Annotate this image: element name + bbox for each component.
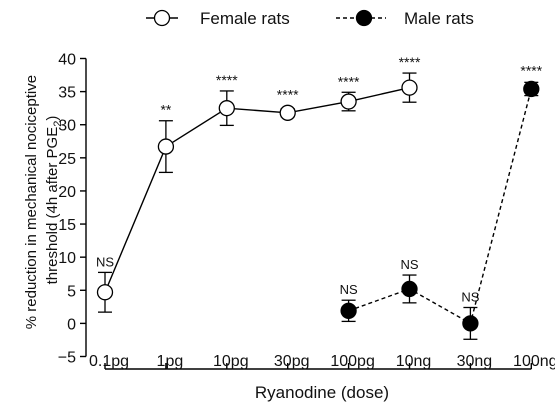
y-tick-label: 40: [58, 52, 76, 69]
data-point: [401, 280, 418, 298]
legend-label: Female rats: [200, 9, 290, 28]
significance-label: ****: [277, 86, 299, 102]
series-layer: [96, 72, 540, 340]
y-tick-label: 35: [58, 85, 76, 102]
significance-label: ****: [520, 62, 542, 78]
x-axis-label: Ryanodine (dose): [255, 383, 389, 402]
data-point: [401, 79, 418, 96]
x-tick-label: 30ng: [457, 353, 493, 370]
significance-label: NS: [340, 282, 358, 297]
significance-label: NS: [461, 289, 479, 304]
x-tick-label: 10ng: [396, 353, 432, 370]
significance-label: **: [160, 102, 171, 118]
legend-entry-female: Female rats: [146, 9, 290, 28]
x-tick-label: 0.1pg: [89, 353, 129, 370]
y-tick-label: 20: [58, 184, 76, 201]
legend-label: Male rats: [404, 9, 474, 28]
y-tick-label: 5: [67, 283, 76, 300]
axes: −5 0 5 10 15 20 25 30 35 40 0.1pg 1pg 10pg 30pg 100pg 1…: [58, 52, 555, 371]
significance-label: ****: [399, 54, 421, 70]
data-point: [340, 93, 357, 110]
x-tick-label: 100ng: [513, 353, 555, 370]
significance-label: ****: [216, 72, 238, 88]
y-tick-label: 30: [58, 118, 76, 135]
data-point: [218, 100, 235, 117]
x-tick-label: 100pg: [330, 353, 375, 370]
data-point: [279, 104, 296, 121]
y-axis-label-line2: threshold (4h after PGE: [44, 127, 61, 285]
y-tick-label: 10: [58, 250, 76, 267]
y-tick-label: 25: [58, 151, 76, 168]
data-point: [462, 315, 479, 332]
y-axis-label: % reduction in mechanical nociceptive th…: [23, 71, 64, 329]
data-point: [523, 80, 540, 98]
x-tick-label: 30pg: [274, 353, 310, 370]
y-tick-label: −5: [58, 350, 76, 367]
y-axis-label-close: ): [44, 116, 61, 121]
series-female: [96, 72, 418, 313]
data-point: [96, 284, 114, 301]
data-point: [340, 302, 357, 319]
legend-marker-filled: [355, 9, 373, 27]
series-male: [340, 80, 540, 340]
x-tick-label: 10pg: [213, 353, 249, 370]
data-point: [157, 138, 175, 155]
x-tick-label: 1pg: [157, 353, 184, 370]
y-tick-label: 0: [67, 316, 76, 333]
y-axis-label-line1: % reduction in mechanical nociceptive: [23, 75, 40, 329]
significance-label: NS: [400, 257, 418, 272]
significance-label: NS: [96, 254, 114, 269]
y-tick-label: 15: [58, 217, 76, 234]
significance-label: ****: [338, 73, 360, 89]
legend-entry-male: Male rats: [336, 9, 474, 28]
legend: Female rats Male rats: [146, 9, 474, 28]
y-axis-label-subscript: 2: [52, 121, 64, 127]
series-line: [348, 88, 532, 325]
legend-marker-open: [153, 9, 171, 27]
series-line: [104, 86, 410, 293]
